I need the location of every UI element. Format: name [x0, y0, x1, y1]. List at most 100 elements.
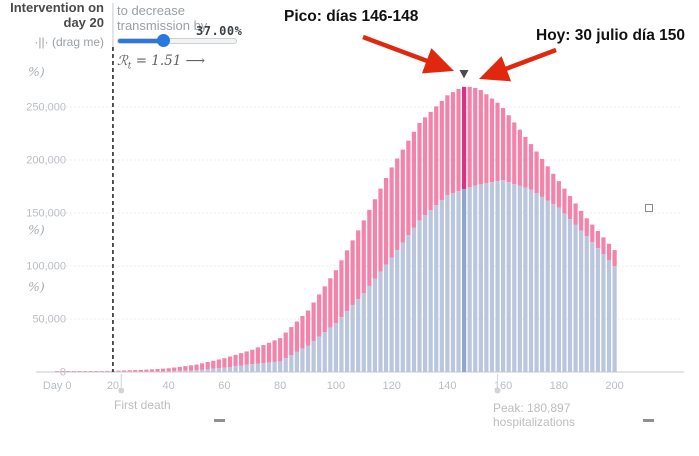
hospitalized-bar[interactable] [434, 205, 439, 372]
hospitalized-bar[interactable] [333, 323, 338, 372]
infected-bar[interactable] [255, 347, 260, 364]
hospitalized-bar[interactable] [322, 332, 327, 372]
infected-bar[interactable] [88, 371, 93, 372]
infected-bar[interactable] [99, 371, 104, 372]
infected-bar[interactable] [294, 321, 299, 352]
infected-bar[interactable] [289, 327, 294, 356]
hospitalized-bar[interactable] [462, 189, 467, 372]
hospitalized-bar[interactable] [528, 189, 534, 372]
infected-bar[interactable] [328, 278, 333, 328]
infected-bar[interactable] [183, 366, 188, 371]
hospitalized-bar[interactable] [495, 181, 500, 372]
infected-bar[interactable] [233, 354, 238, 367]
hospitalized-bar[interactable] [556, 207, 561, 372]
infected-bar[interactable] [361, 220, 366, 294]
infected-bar[interactable] [400, 149, 405, 243]
infected-bar[interactable] [540, 158, 545, 197]
infected-bar[interactable] [149, 369, 155, 372]
hospitalized-bar[interactable] [428, 210, 433, 372]
hospitalized-bar[interactable] [534, 193, 539, 372]
hospitalized-bar[interactable] [289, 355, 294, 372]
infected-bar[interactable] [250, 349, 255, 365]
infected-bar[interactable] [467, 86, 472, 188]
hospitalized-bar[interactable] [456, 191, 461, 372]
infected-bar[interactable] [495, 102, 500, 182]
hospitalized-bar[interactable] [484, 183, 489, 372]
hospitalized-bar[interactable] [266, 362, 272, 372]
infected-bar[interactable] [138, 369, 143, 372]
hospitalized-bar[interactable] [595, 248, 600, 372]
infected-bar[interactable] [356, 230, 361, 300]
infected-bar[interactable] [305, 310, 311, 346]
infected-bar[interactable] [272, 340, 277, 362]
infected-bar[interactable] [127, 370, 132, 372]
infected-bar[interactable] [517, 129, 522, 186]
infected-bar[interactable] [71, 371, 77, 372]
infected-bar[interactable] [422, 117, 428, 216]
infected-bar[interactable] [501, 108, 506, 181]
hospitalized-bar[interactable] [417, 220, 422, 372]
infected-bar[interactable] [339, 260, 344, 318]
infected-bar[interactable] [161, 368, 166, 372]
hospitalized-bar[interactable] [612, 266, 617, 372]
infected-bar[interactable] [484, 94, 489, 184]
hospitalized-bar[interactable] [283, 358, 288, 372]
hospitalized-bar[interactable] [506, 182, 511, 372]
infected-bar[interactable] [601, 237, 606, 255]
infected-bar[interactable] [473, 87, 478, 186]
infected-bar[interactable] [55, 371, 60, 372]
hospitalized-bar[interactable] [439, 200, 444, 372]
infected-bar[interactable] [77, 371, 82, 372]
hospitalized-bar[interactable] [261, 362, 266, 372]
infected-bar[interactable] [573, 203, 578, 225]
infected-bar[interactable] [200, 363, 205, 370]
hospitalized-bar[interactable] [411, 227, 417, 372]
hospitalized-bar[interactable] [395, 250, 400, 372]
hospitalized-bar[interactable] [244, 364, 249, 372]
infected-bar[interactable] [367, 209, 372, 286]
hospitalized-bar[interactable] [489, 182, 495, 372]
infected-bar[interactable] [166, 368, 171, 372]
infected-bar[interactable] [383, 178, 389, 265]
hospitalized-bar[interactable] [317, 336, 322, 372]
series-checkbox[interactable] [645, 204, 653, 212]
infected-bar[interactable] [584, 218, 589, 237]
hospitalized-bar[interactable] [517, 185, 522, 372]
hospitalized-bar[interactable] [551, 204, 556, 372]
infected-bar[interactable] [121, 370, 127, 372]
infected-bar[interactable] [612, 250, 617, 266]
infected-bar[interactable] [333, 270, 338, 324]
hospitalized-bar[interactable] [227, 367, 233, 372]
infected-bar[interactable] [82, 371, 88, 372]
hospitalized-bar[interactable] [584, 236, 589, 372]
infected-bar[interactable] [177, 366, 182, 371]
hospitalized-bar[interactable] [562, 213, 567, 372]
infected-bar[interactable] [266, 342, 272, 363]
hospitalized-bar[interactable] [372, 278, 378, 372]
hospitalized-bar[interactable] [367, 285, 372, 372]
infected-bar[interactable] [194, 364, 199, 371]
infected-bar[interactable] [133, 370, 138, 372]
hospitalized-bar[interactable] [222, 367, 227, 372]
infected-bar[interactable] [478, 90, 483, 185]
hospitalized-bar[interactable] [239, 365, 244, 372]
infected-bar[interactable] [428, 111, 433, 211]
hospitalized-bar[interactable] [590, 242, 595, 372]
infected-bar[interactable] [534, 151, 539, 194]
hospitalized-bar[interactable] [606, 260, 612, 372]
infected-bar[interactable] [450, 92, 456, 194]
infected-bar[interactable] [579, 210, 584, 231]
infected-bar[interactable] [261, 345, 266, 363]
hospitalized-bar[interactable] [194, 370, 199, 372]
hospitalized-bar[interactable] [378, 271, 383, 372]
hospitalized-bar[interactable] [567, 219, 573, 372]
infected-bar[interactable] [606, 243, 612, 261]
hospitalized-bar[interactable] [177, 370, 182, 372]
infected-bar[interactable] [506, 115, 511, 183]
hospitalized-bar[interactable] [188, 370, 194, 372]
hospitalized-bar[interactable] [406, 235, 411, 372]
transmission-slider-track[interactable] [117, 38, 237, 44]
infected-bar[interactable] [317, 294, 322, 337]
infected-bar[interactable] [372, 199, 378, 279]
infected-bar[interactable] [216, 359, 221, 369]
